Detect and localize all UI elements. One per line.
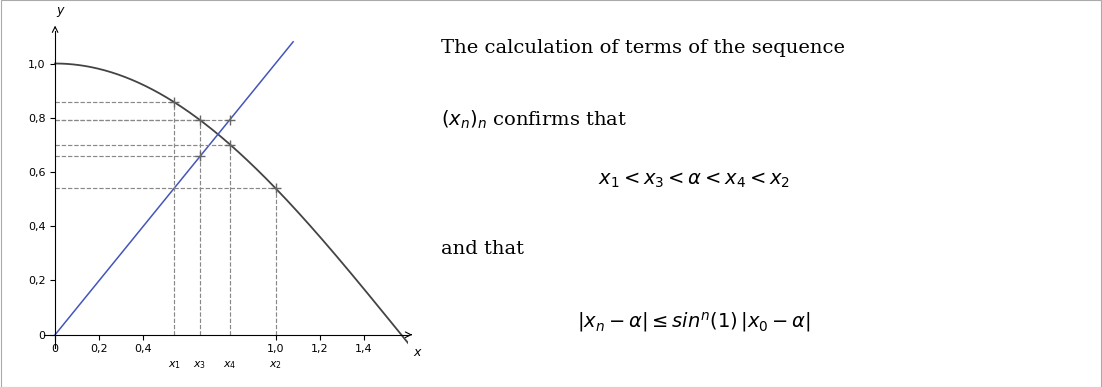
Text: $(x_n)_n$ confirms that: $(x_n)_n$ confirms that [441, 108, 627, 131]
Text: y: y [56, 4, 63, 17]
Text: $x_1 < x_3 < \alpha < x_4 < x_2$: $x_1 < x_3 < \alpha < x_4 < x_2$ [598, 170, 790, 190]
Text: $|x_n - \alpha| \leq \mathit{sin}^n(1)\, |x_0 - \alpha|$: $|x_n - \alpha| \leq \mathit{sin}^n(1)\,… [577, 310, 811, 334]
Text: $x_2$: $x_2$ [269, 359, 282, 371]
Text: $x_4$: $x_4$ [224, 359, 237, 371]
Text: The calculation of terms of the sequence: The calculation of terms of the sequence [441, 39, 845, 57]
Text: $x_3$: $x_3$ [194, 359, 206, 371]
Text: $x_1$: $x_1$ [168, 359, 181, 371]
Text: and that: and that [441, 240, 523, 258]
Text: x: x [413, 346, 420, 359]
